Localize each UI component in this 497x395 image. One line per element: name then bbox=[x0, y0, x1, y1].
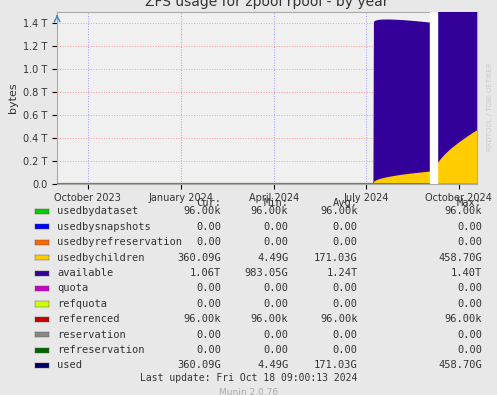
Text: 1.40T: 1.40T bbox=[451, 268, 482, 278]
Text: RRDTOOL / TOBI OETIKER: RRDTOOL / TOBI OETIKER bbox=[487, 62, 493, 151]
Text: 0.00: 0.00 bbox=[457, 222, 482, 232]
Text: 0.00: 0.00 bbox=[457, 237, 482, 247]
Text: usedbysnapshots: usedbysnapshots bbox=[57, 222, 151, 232]
Text: 360.09G: 360.09G bbox=[177, 252, 221, 263]
Text: Munin 2.0.76: Munin 2.0.76 bbox=[219, 388, 278, 395]
Text: 4.49G: 4.49G bbox=[257, 360, 288, 371]
Text: 0.00: 0.00 bbox=[263, 299, 288, 309]
Text: 0.00: 0.00 bbox=[196, 237, 221, 247]
Text: 96.00k: 96.00k bbox=[321, 314, 358, 324]
Text: quota: quota bbox=[57, 283, 88, 293]
Text: reservation: reservation bbox=[57, 329, 126, 340]
Text: 0.00: 0.00 bbox=[333, 222, 358, 232]
Text: 0.00: 0.00 bbox=[196, 299, 221, 309]
Text: 360.09G: 360.09G bbox=[177, 360, 221, 371]
Text: 0.00: 0.00 bbox=[196, 345, 221, 355]
Title: ZFS usage for zpool rpool - by year: ZFS usage for zpool rpool - by year bbox=[146, 0, 389, 9]
Text: 0.00: 0.00 bbox=[263, 222, 288, 232]
Text: referenced: referenced bbox=[57, 314, 120, 324]
Text: 96.00k: 96.00k bbox=[184, 206, 221, 216]
Text: 96.00k: 96.00k bbox=[445, 206, 482, 216]
Text: refreservation: refreservation bbox=[57, 345, 145, 355]
Text: 96.00k: 96.00k bbox=[321, 206, 358, 216]
Text: 0.00: 0.00 bbox=[457, 299, 482, 309]
Text: 0.00: 0.00 bbox=[263, 329, 288, 340]
Text: Last update: Fri Oct 18 09:00:13 2024: Last update: Fri Oct 18 09:00:13 2024 bbox=[140, 373, 357, 384]
Text: 0.00: 0.00 bbox=[457, 329, 482, 340]
Bar bbox=[430, 12, 437, 184]
Text: 0.00: 0.00 bbox=[196, 222, 221, 232]
Text: 0.00: 0.00 bbox=[333, 329, 358, 340]
Text: used: used bbox=[57, 360, 82, 371]
Text: 0.00: 0.00 bbox=[196, 329, 221, 340]
Text: 0.00: 0.00 bbox=[263, 237, 288, 247]
Text: 0.00: 0.00 bbox=[333, 345, 358, 355]
Text: Cur:: Cur: bbox=[196, 198, 221, 207]
Text: usedbychildren: usedbychildren bbox=[57, 252, 145, 263]
Text: usedbyrefreservation: usedbyrefreservation bbox=[57, 237, 182, 247]
Text: 96.00k: 96.00k bbox=[251, 206, 288, 216]
Text: 0.00: 0.00 bbox=[333, 237, 358, 247]
Text: 96.00k: 96.00k bbox=[184, 314, 221, 324]
Text: 0.00: 0.00 bbox=[263, 345, 288, 355]
Text: refquota: refquota bbox=[57, 299, 107, 309]
Text: 0.00: 0.00 bbox=[333, 299, 358, 309]
Text: 96.00k: 96.00k bbox=[445, 314, 482, 324]
Text: 0.00: 0.00 bbox=[263, 283, 288, 293]
Text: Max:: Max: bbox=[457, 198, 482, 207]
Text: 983.05G: 983.05G bbox=[245, 268, 288, 278]
Y-axis label: bytes: bytes bbox=[7, 83, 17, 113]
Text: 0.00: 0.00 bbox=[333, 283, 358, 293]
Text: 458.70G: 458.70G bbox=[438, 252, 482, 263]
Text: available: available bbox=[57, 268, 113, 278]
Text: 4.49G: 4.49G bbox=[257, 252, 288, 263]
Text: 96.00k: 96.00k bbox=[251, 314, 288, 324]
Text: usedbydataset: usedbydataset bbox=[57, 206, 138, 216]
Text: Min:: Min: bbox=[263, 198, 288, 207]
Text: 1.06T: 1.06T bbox=[190, 268, 221, 278]
Text: Avg:: Avg: bbox=[333, 198, 358, 207]
Text: 0.00: 0.00 bbox=[457, 345, 482, 355]
Text: 0.00: 0.00 bbox=[457, 283, 482, 293]
Text: 458.70G: 458.70G bbox=[438, 360, 482, 371]
Text: 0.00: 0.00 bbox=[196, 283, 221, 293]
Text: 1.24T: 1.24T bbox=[327, 268, 358, 278]
Text: 171.03G: 171.03G bbox=[314, 360, 358, 371]
Text: 171.03G: 171.03G bbox=[314, 252, 358, 263]
